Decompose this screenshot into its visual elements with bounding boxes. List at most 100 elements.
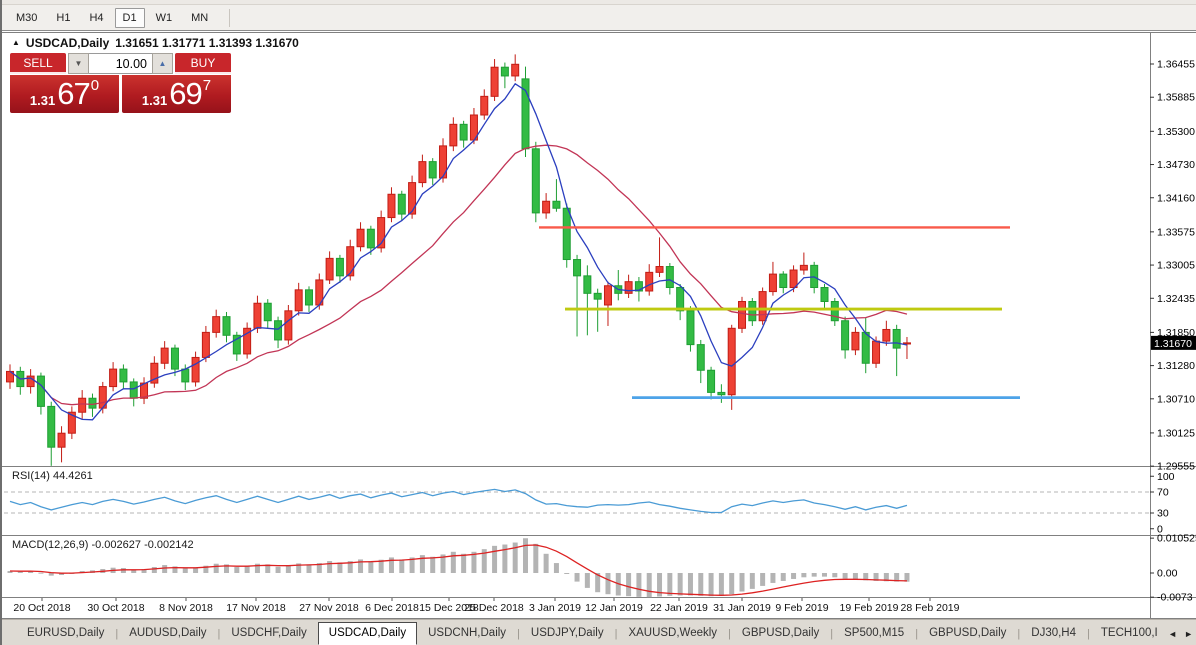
tab-usdcad-daily[interactable]: USDCAD,Daily [317, 622, 418, 645]
rsi-axis: 100 70 30 0 [1150, 471, 1175, 535]
tab-scroll-left-button[interactable]: ◄ [1168, 629, 1178, 639]
candlestick-series [6, 54, 911, 466]
svg-text:30 Oct 2018: 30 Oct 2018 [87, 602, 144, 614]
tab-usdchf-daily[interactable]: USDCHF,Daily [231, 627, 307, 639]
tab-tech100-i[interactable]: TECH100,I [1100, 627, 1158, 639]
svg-text:1.32435: 1.32435 [1157, 293, 1195, 305]
volume-decrease-button[interactable]: ▼ [68, 53, 89, 74]
svg-text:1.36455: 1.36455 [1157, 59, 1195, 71]
svg-text:1.31670: 1.31670 [1154, 338, 1192, 350]
macd-axis: 0.010525 0.00 -0.0073 [1150, 533, 1196, 604]
svg-text:8 Nov 2018: 8 Nov 2018 [159, 602, 213, 614]
svg-text:1.34160: 1.34160 [1157, 192, 1195, 204]
rsi-pane-label: RSI(14) 44.4261 [12, 470, 93, 482]
rsi-pane [4, 488, 1150, 514]
tab-dj30-h4[interactable]: DJ30,H4 [1031, 627, 1077, 639]
current-price-badge [1151, 335, 1196, 350]
window-chrome-strip [2, 0, 1196, 5]
volume-increase-button[interactable]: ▲ [152, 53, 173, 74]
tab-gbpusd-daily[interactable]: GBPUSD,Daily [741, 627, 820, 639]
tab-separator: | [614, 628, 618, 640]
svg-text:19 Feb 2019: 19 Feb 2019 [840, 602, 899, 614]
chevron-down-icon: ▼ [74, 59, 83, 68]
bid-price-prefix: 1.31 [29, 93, 56, 108]
svg-text:6 Dec 2018: 6 Dec 2018 [365, 602, 419, 614]
toolbar-divider [229, 8, 231, 27]
macd-pane [7, 538, 910, 598]
ask-price-pipette: 7 [202, 77, 212, 94]
ask-price-prefix: 1.31 [141, 93, 168, 108]
bid-price-pipette: 0 [90, 77, 100, 94]
buy-button[interactable]: BUY [175, 53, 231, 74]
svg-text:28 Feb 2019: 28 Feb 2019 [901, 602, 960, 614]
sell-button[interactable]: SELL [10, 53, 66, 74]
svg-text:3 Jan 2019: 3 Jan 2019 [529, 602, 581, 614]
tab-usdcnh-daily[interactable]: USDCNH,Daily [428, 627, 507, 639]
volume-stepper: ▼ 10.00 ▲ [68, 53, 173, 74]
period-button-d1[interactable]: D1 [114, 7, 145, 28]
tab-scroll-right-button[interactable]: ► [1184, 629, 1193, 639]
tab-sp500-m15[interactable]: SP500,M15 [844, 627, 905, 639]
svg-text:1.33005: 1.33005 [1157, 260, 1195, 272]
svg-text:22 Jan 2019: 22 Jan 2019 [650, 602, 708, 614]
svg-text:15 Dec 2018: 15 Dec 2018 [419, 602, 479, 614]
svg-text:1.35300: 1.35300 [1157, 126, 1195, 138]
period-button-w1[interactable]: W1 [148, 8, 181, 28]
tab-scroll-buttons: ◄ ► [1168, 629, 1193, 639]
tab-usdjpy-daily[interactable]: USDJPY,Daily [530, 627, 604, 639]
chevron-up-icon: ▲ [158, 59, 167, 68]
tab-xauusd-weekly[interactable]: XAUUSD,Weekly [628, 627, 718, 639]
svg-text:0: 0 [1157, 523, 1163, 535]
tab-separator: | [915, 628, 919, 640]
one-click-trading-widget: SELL ▼ 10.00 ▲ BUY 1.31 67 0 1.31 69 7 [10, 53, 231, 113]
svg-text:1.31280: 1.31280 [1157, 360, 1195, 372]
chart-ohlc-values: 1.31651 1.31771 1.31393 1.31670 [115, 36, 299, 50]
tab-separator: | [217, 628, 221, 640]
svg-text:100: 100 [1157, 471, 1175, 483]
period-button-m30[interactable]: M30 [8, 8, 45, 28]
svg-text:25 Dec 2018: 25 Dec 2018 [464, 602, 524, 614]
tab-separator: | [1017, 628, 1021, 640]
period-button-h4[interactable]: H4 [81, 8, 111, 28]
svg-text:30: 30 [1157, 508, 1169, 520]
svg-text:9 Feb 2019: 9 Feb 2019 [775, 602, 828, 614]
svg-text:17 Nov 2018: 17 Nov 2018 [226, 602, 286, 614]
date-axis: 20 Oct 2018 30 Oct 2018 8 Nov 2018 17 Nov 2… [13, 598, 960, 614]
svg-text:20 Oct 2018: 20 Oct 2018 [13, 602, 70, 614]
horizontal-lines [539, 226, 1020, 400]
svg-text:1.33575: 1.33575 [1157, 226, 1195, 238]
tab-separator: | [728, 628, 731, 640]
bid-price-panel[interactable]: 1.31 67 0 [10, 75, 119, 113]
svg-text:1.35885: 1.35885 [1157, 92, 1195, 104]
tab-audusd-daily[interactable]: AUDUSD,Daily [129, 627, 207, 639]
svg-text:0.00: 0.00 [1157, 568, 1178, 580]
svg-text:-0.0073: -0.0073 [1157, 592, 1193, 604]
svg-text:1.34730: 1.34730 [1157, 159, 1195, 171]
svg-text:1.30125: 1.30125 [1157, 427, 1195, 439]
svg-text:70: 70 [1157, 487, 1169, 499]
timeframe-toolbar: M30 H1 H4 D1 W1 MN [2, 5, 1196, 31]
chart-symbol-label: USDCAD,Daily [25, 36, 110, 50]
period-button-h1[interactable]: H1 [48, 8, 78, 28]
ask-price-panel[interactable]: 1.31 69 7 [122, 75, 231, 113]
svg-text:31 Jan 2019: 31 Jan 2019 [713, 602, 771, 614]
tab-separator: | [1087, 628, 1090, 640]
svg-text:12 Jan 2019: 12 Jan 2019 [585, 602, 643, 614]
svg-text:27 Nov 2018: 27 Nov 2018 [299, 602, 359, 614]
period-button-mn[interactable]: MN [183, 8, 216, 28]
tab-separator: | [830, 628, 834, 640]
tab-separator: | [517, 628, 520, 640]
svg-text:0.010525: 0.010525 [1157, 533, 1196, 545]
moving-averages [9, 82, 908, 421]
volume-input[interactable]: 10.00 [89, 53, 152, 74]
tab-eurusd-daily[interactable]: EURUSD,Daily [27, 627, 105, 639]
symbol-tabbar: EURUSD,Daily | AUDUSD,Daily | USDCHF,Daily US… [2, 619, 1196, 645]
svg-text:1.30710: 1.30710 [1157, 393, 1195, 405]
price-axis: 1.36455 1.35885 1.35300 1.34730 1.34160 1.335… [1150, 59, 1196, 473]
chart-frame [2, 32, 1196, 619]
ask-price-big-digits: 69 [169, 76, 202, 111]
tab-gbpusd-daily[interactable]: GBPUSD,Daily [929, 627, 1007, 639]
chart-title: ▲ USDCAD,Daily 1.31651 1.31771 1.31393 1… [12, 36, 299, 50]
